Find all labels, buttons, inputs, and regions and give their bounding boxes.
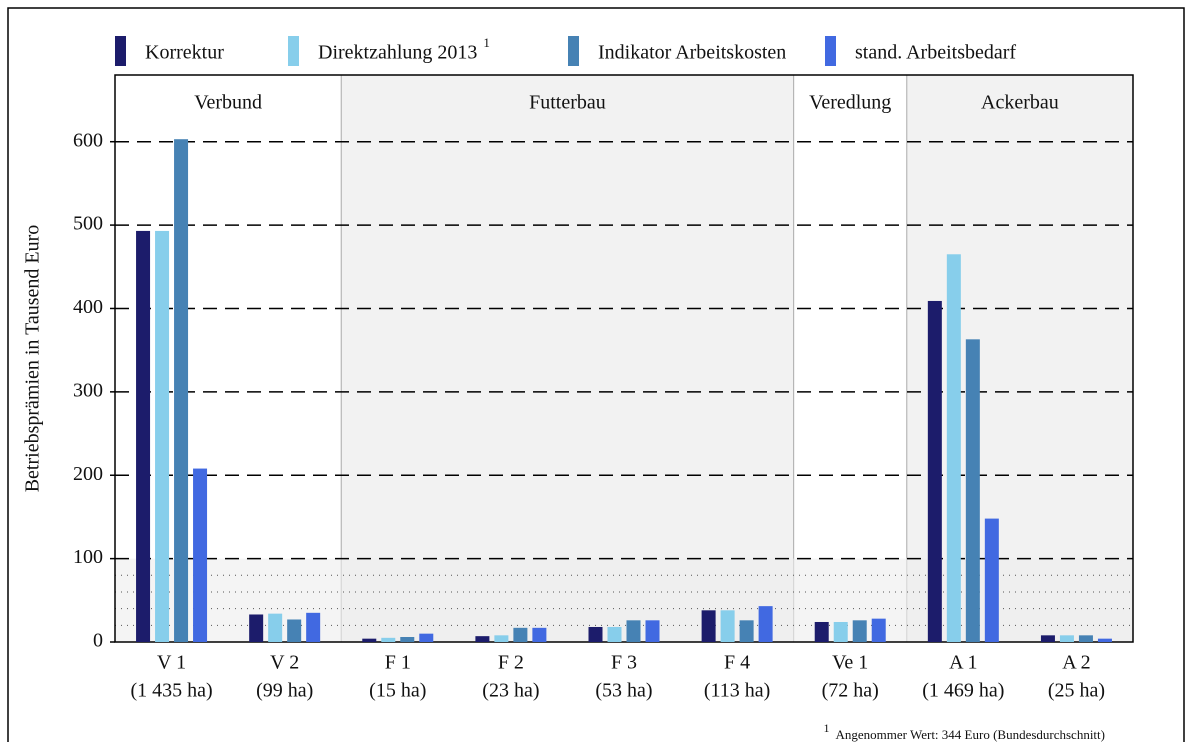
x-tick-sublabel: (23 ha) [482, 680, 539, 702]
x-tick-label: V 2 [270, 652, 299, 674]
plot-border [114, 74, 1134, 643]
frame [7, 7, 1185, 742]
bar [927, 300, 942, 642]
legend-label: Indikator Arbeitskosten [598, 42, 786, 64]
bar [758, 606, 773, 642]
group-background [906, 75, 1133, 642]
legend-swatch [825, 36, 836, 66]
bar [287, 619, 302, 642]
y-tick-label: 600 [73, 129, 103, 151]
legend-superscript: 1 [483, 35, 490, 50]
bar [174, 139, 189, 642]
bar [155, 230, 170, 643]
y-tick-label: 200 [73, 463, 103, 485]
bar [739, 620, 754, 642]
bar [833, 621, 848, 642]
legend-swatch [568, 36, 579, 66]
legend-swatch [288, 36, 299, 66]
bar [1059, 635, 1074, 642]
footnote-marker: 1 [824, 721, 830, 735]
bar [852, 620, 867, 642]
y-axis-label: Betriebsprämien in Tausend Euro [22, 225, 44, 493]
group-label: Verbund [194, 92, 262, 114]
bar [720, 610, 735, 642]
bar [268, 613, 283, 642]
bar [814, 621, 829, 642]
bar [645, 620, 660, 642]
x-tick-sublabel: (99 ha) [256, 680, 313, 702]
group-label: Veredlung [809, 92, 891, 114]
bar [532, 627, 547, 642]
bar [494, 635, 509, 642]
bar [362, 638, 377, 642]
bar [381, 637, 396, 642]
legend-label: Korrektur [145, 42, 224, 64]
group-background [341, 75, 794, 642]
bar [626, 620, 641, 642]
low-band [115, 558, 1133, 642]
y-tick-label: 400 [73, 296, 103, 318]
bar [871, 618, 886, 642]
bar [136, 230, 151, 643]
bar [946, 254, 961, 642]
bar [1040, 635, 1055, 642]
bar [588, 626, 603, 642]
x-tick-sublabel: (113 ha) [704, 680, 770, 702]
x-tick-sublabel: (15 ha) [369, 680, 426, 702]
bar [306, 612, 321, 642]
x-tick-label: Ve 1 [832, 652, 868, 674]
bar [249, 614, 264, 642]
bar [400, 636, 415, 642]
bar [475, 636, 490, 642]
x-tick-label: F 2 [498, 652, 524, 674]
x-tick-label: A 1 [949, 652, 977, 674]
y-tick-label: 300 [73, 379, 103, 401]
y-tick-label: 0 [93, 630, 103, 652]
legend-label: Direktzahlung 2013 [318, 42, 477, 64]
bar [984, 518, 999, 642]
x-tick-label: F 3 [611, 652, 637, 674]
x-tick-label: F 4 [724, 652, 750, 674]
x-tick-sublabel: (25 ha) [1048, 680, 1105, 702]
group-label: Ackerbau [981, 92, 1059, 114]
x-tick-sublabel: (72 ha) [822, 680, 879, 702]
x-tick-sublabel: (1 469 ha) [922, 680, 1004, 702]
x-tick-sublabel: (1 435 ha) [130, 680, 212, 702]
bar [193, 468, 208, 642]
x-tick-label: A 2 [1062, 652, 1090, 674]
legend-label: stand. Arbeitsbedarf [855, 42, 1016, 64]
bar [965, 339, 980, 642]
x-tick-label: F 1 [385, 652, 411, 674]
bar [1078, 635, 1093, 642]
y-tick-label: 100 [73, 546, 103, 568]
group-label: Futterbau [529, 92, 606, 114]
x-tick-label: V 1 [157, 652, 186, 674]
footnote-text: Angenommer Wert: 344 Euro (Bundesdurchsc… [836, 727, 1106, 742]
bar [607, 626, 622, 642]
y-tick-label: 500 [73, 213, 103, 235]
bar [1097, 638, 1112, 642]
x-tick-sublabel: (53 ha) [595, 680, 652, 702]
bar [701, 610, 716, 642]
bar [419, 633, 434, 642]
legend-swatch [115, 36, 126, 66]
bar [513, 627, 528, 642]
